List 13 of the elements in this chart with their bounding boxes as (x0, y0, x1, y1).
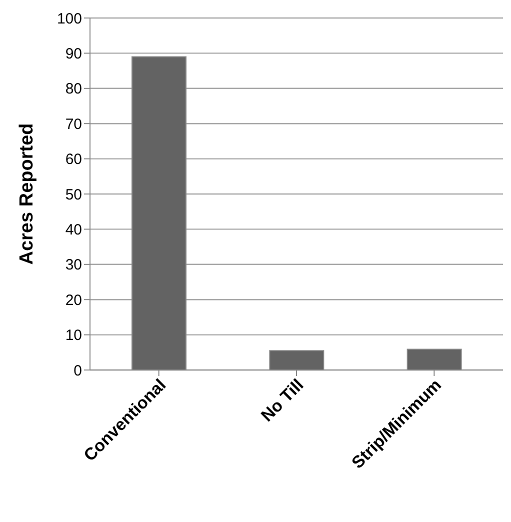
y-tick-label: 80 (65, 80, 82, 98)
y-tick-label: 70 (65, 116, 82, 133)
y-tick-label: 100 (56, 10, 82, 28)
y-tick-label: 30 (65, 256, 82, 274)
y-tick-label: 0 (74, 362, 82, 380)
y-axis-title: Acres Reported (16, 123, 38, 265)
x-tick-label: No Till (257, 375, 308, 426)
y-tick-label: 60 (65, 151, 82, 168)
y-tick-label: 20 (65, 292, 82, 309)
y-tick-label: 40 (65, 222, 82, 239)
y-tick-label: 50 (65, 186, 82, 204)
y-tick-label: 10 (65, 327, 82, 344)
y-tick-label: 90 (65, 46, 82, 63)
